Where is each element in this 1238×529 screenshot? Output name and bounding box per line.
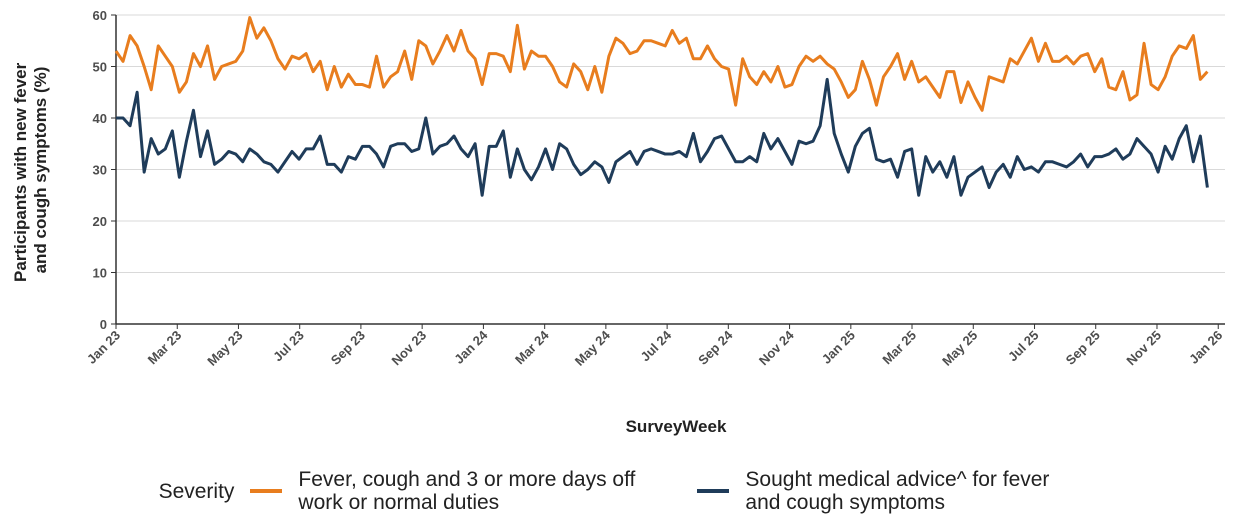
x-axis-title: SurveyWeek xyxy=(626,417,727,436)
x-tick-label: Nov 25 xyxy=(1123,328,1164,369)
y-axis-title-line: and cough symptoms (%) xyxy=(31,67,50,274)
y-tick-label: 40 xyxy=(93,111,107,126)
x-tick-label: Nov 24 xyxy=(756,327,797,368)
x-tick-label: Jul 25 xyxy=(1005,328,1042,365)
x-tick-label: Nov 23 xyxy=(389,328,430,369)
y-tick-label: 50 xyxy=(93,60,107,75)
legend-swatch xyxy=(250,489,283,493)
legend: Severity Fever, cough and 3 or more days… xyxy=(0,468,1238,514)
series-line xyxy=(116,77,1209,197)
x-tick-label: Sep 23 xyxy=(328,328,368,368)
x-tick-label: May 24 xyxy=(572,327,614,369)
legend-item: Fever, cough and 3 or more days off work… xyxy=(250,468,683,514)
x-tick-label: Jul 24 xyxy=(638,327,675,364)
x-tick-label: Jan 26 xyxy=(1186,328,1225,367)
x-tick-label: Jan 23 xyxy=(84,328,123,367)
x-tick-label: May 25 xyxy=(939,328,980,369)
y-tick-label: 60 xyxy=(93,8,107,23)
legend-title: Severity xyxy=(158,479,235,503)
legend-label: Fever, cough and 3 or more days off work… xyxy=(298,468,636,514)
y-tick-label: 30 xyxy=(93,163,107,178)
x-tick-label: Sep 24 xyxy=(695,327,736,368)
x-tick-label: Jul 23 xyxy=(270,328,307,365)
x-tick-label: May 23 xyxy=(204,328,245,369)
y-tick-label: 0 xyxy=(100,317,107,332)
x-tick-label: Jan 25 xyxy=(819,328,858,367)
legend-label: Sought medical advice^ for fever and cou… xyxy=(745,468,1050,514)
x-tick-label: Mar 23 xyxy=(145,328,185,368)
y-tick-label: 20 xyxy=(93,214,107,229)
series-line xyxy=(114,16,1209,112)
y-axis-title-line: Participants with new fever xyxy=(11,62,30,282)
legend-item: Sought medical advice^ for fever and cou… xyxy=(697,468,1065,514)
x-tick-label: Mar 25 xyxy=(879,328,919,368)
legend-swatch xyxy=(697,489,730,493)
x-tick-label: Mar 24 xyxy=(512,327,552,367)
y-axis-title: Participants with new fever and cough sy… xyxy=(11,58,50,282)
y-tick-label: 10 xyxy=(93,266,107,281)
x-tick-label: Sep 25 xyxy=(1063,328,1103,368)
chart: SurveyWeek Participants with new fever a… xyxy=(11,8,1225,436)
x-tick-label: Jan 24 xyxy=(451,327,491,367)
